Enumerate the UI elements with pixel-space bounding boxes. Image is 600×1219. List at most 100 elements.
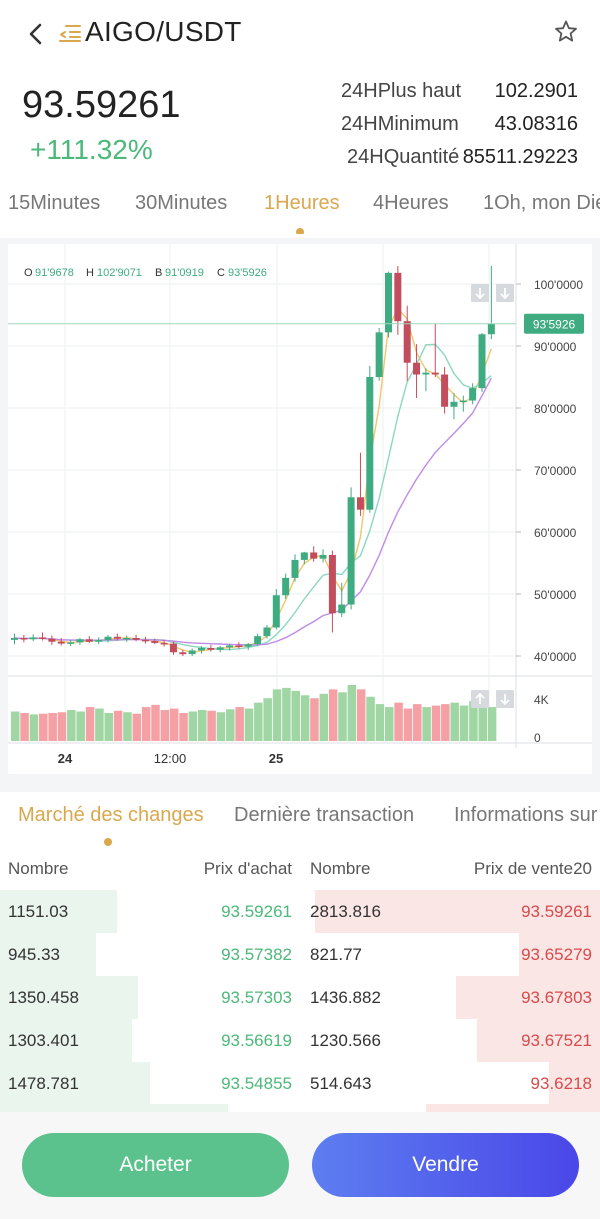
orderbook-row[interactable]: 1350.458 93.57303 1436.882 93.67803 <box>0 976 600 1019</box>
candle-body <box>375 332 383 377</box>
candle-body <box>151 641 159 643</box>
orderbook-row[interactable]: 1303.401 93.56619 1230.566 93.67521 <box>0 1019 600 1062</box>
price-axis-label: 80'0000 <box>534 402 577 416</box>
volume-bar <box>132 713 142 741</box>
candle-body <box>132 638 140 640</box>
candle-body <box>76 639 84 643</box>
volume-expand-button[interactable] <box>471 690 489 708</box>
ohlc-value-l: 91'0919 <box>165 267 204 279</box>
candle-body <box>431 372 439 375</box>
ohlc-value-o: 91'9678 <box>35 267 74 279</box>
tab-30-minutes[interactable]: 30Minutes <box>135 192 228 214</box>
tab-1-hour[interactable]: 1Heures <box>264 192 340 214</box>
volume-bar <box>347 684 357 741</box>
volume-bar <box>244 708 254 741</box>
candle-body <box>188 650 196 655</box>
candle-body <box>356 497 364 510</box>
current-price-label: 93'5926 <box>533 318 576 332</box>
candlestick-chart-svg[interactable]: 100'0000 90'0000 80'0000 70'0000 60'0000 50'0… <box>0 238 600 780</box>
ask-price: 93.59261 <box>521 902 592 921</box>
orderbook-row[interactable]: 1478.781 93.54855 514.643 93.6218 <box>0 1062 600 1105</box>
candle-body <box>282 577 290 596</box>
tab-latest-trades[interactable]: Dernière transaction <box>234 804 415 826</box>
volume-bar <box>141 707 151 741</box>
candle-body <box>413 362 421 375</box>
candle-body <box>20 638 28 640</box>
candle-body <box>207 647 215 650</box>
volume-bar <box>123 712 132 741</box>
bid-depth-bar <box>0 976 138 1019</box>
candle-body <box>244 644 252 647</box>
active-tab-indicator <box>104 838 112 846</box>
candle-body <box>226 645 234 648</box>
volume-bar <box>160 710 170 741</box>
candle-body <box>123 638 131 640</box>
stat-value-low: 43.08316 <box>494 113 578 135</box>
candle-body <box>48 638 56 642</box>
candle-body <box>441 374 449 407</box>
current-price-badge <box>524 313 584 334</box>
orderbook-row[interactable]: 945.33 93.57382 821.77 93.65279 <box>0 933 600 976</box>
volume-bar <box>207 710 216 741</box>
orderbook-row[interactable]: 1151.03 93.59261 2813.816 93.59261 <box>0 890 600 933</box>
candle-body <box>394 272 402 322</box>
volume-bar <box>282 687 291 741</box>
price-axis-label: 60'0000 <box>534 526 577 540</box>
volume-bar <box>487 707 497 741</box>
volume-bar <box>11 711 20 741</box>
price-axis-label: 70'0000 <box>534 464 577 478</box>
ask-depth-bar <box>519 933 600 976</box>
ask-amount: 514.643 <box>310 1074 372 1093</box>
sell-button[interactable]: Vendre <box>312 1133 579 1197</box>
back-arrow-icon[interactable] <box>22 20 50 48</box>
ask-depth-bar <box>315 890 600 933</box>
volume-bar <box>441 704 450 741</box>
tab-more-intervals[interactable]: 1Oh, mon Dieu <box>483 192 600 214</box>
candle-body <box>338 604 346 614</box>
volume-bar <box>104 712 113 741</box>
tab-4-hours[interactable]: 4Heures <box>373 192 449 214</box>
arrow-down-icon <box>500 694 510 706</box>
bid-price: 93.56619 <box>221 1031 292 1050</box>
ask-amount-header: Nombre <box>310 859 371 878</box>
ask-price-header: Prix de vente20 <box>473 859 592 878</box>
volume-bar <box>450 702 459 741</box>
candle-body <box>263 627 271 637</box>
interval-tabs: 15Minutes 30Minutes 1Heures 4Heures 1Oh,… <box>0 182 600 234</box>
candle-body <box>469 388 477 401</box>
ask-amount: 2813.816 <box>310 902 381 921</box>
bid-depth-bar <box>0 1062 150 1105</box>
ask-price: 93.67803 <box>521 988 592 1007</box>
volume-bar <box>319 693 329 741</box>
candle-body <box>85 639 93 642</box>
bid-depth-bar <box>0 890 117 933</box>
bid-amount: 1478.781 <box>8 1074 79 1093</box>
orderbook-tabs: Marché des changes Dernière transaction … <box>0 792 600 848</box>
market-list-icon[interactable] <box>58 22 84 46</box>
favorite-star-icon[interactable] <box>552 18 580 46</box>
bid-price: 93.57382 <box>221 945 292 964</box>
tab-information[interactable]: Informations sur <box>454 804 598 826</box>
ohlc-key-h: H <box>86 267 94 279</box>
candle-body <box>104 636 112 640</box>
chart-zoom-out-button[interactable] <box>471 284 489 302</box>
buy-button[interactable]: Acheter <box>22 1133 289 1197</box>
volume-bar <box>57 712 67 741</box>
tab-market-depth[interactable]: Marché des changes <box>18 804 204 826</box>
volume-axis-label: 0 <box>534 731 541 745</box>
candle-body <box>328 554 336 614</box>
arrow-up-icon <box>475 692 485 704</box>
price-axis-label: 100'0000 <box>534 278 583 292</box>
tab-15-minutes[interactable]: 15Minutes <box>8 192 101 214</box>
volume-bar <box>85 707 95 741</box>
ask-depth-bar <box>426 1104 600 1112</box>
chart-expand-button[interactable] <box>496 284 514 302</box>
price-chart[interactable]: 100'0000 90'0000 80'0000 70'0000 60'0000 50'0… <box>0 238 600 780</box>
candle-body <box>459 400 467 403</box>
bid-depth-bar <box>0 933 96 976</box>
time-axis-label: 25 <box>269 751 283 766</box>
bid-price: 93.54855 <box>221 1074 292 1093</box>
candle-body <box>272 595 280 628</box>
bid-amount: 1303.401 <box>8 1031 79 1050</box>
volume-collapse-button[interactable] <box>496 690 514 708</box>
